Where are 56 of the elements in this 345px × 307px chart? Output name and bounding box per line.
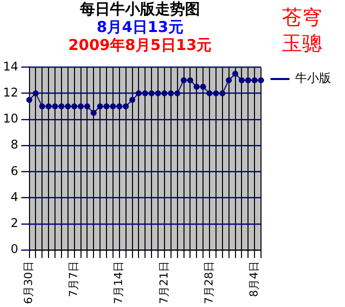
point — [64, 103, 71, 110]
y-tick-label: 4 — [10, 190, 18, 204]
x-tick-label: 7月14日 — [112, 261, 126, 304]
point — [187, 77, 194, 84]
point — [110, 103, 116, 110]
y-tick-label: 12 — [2, 85, 18, 100]
point — [90, 110, 97, 116]
text: 2009年8月5日13元 — [67, 36, 213, 54]
point — [58, 103, 64, 110]
point — [129, 96, 136, 103]
point — [84, 103, 90, 110]
point — [226, 77, 232, 84]
point — [206, 90, 213, 96]
point — [39, 103, 46, 110]
point — [232, 70, 238, 77]
y-tick-label: 10 — [2, 112, 18, 126]
point — [194, 84, 200, 90]
y-tick-label: 2 — [10, 216, 18, 230]
point — [148, 90, 155, 96]
y-tick-label: 8 — [10, 138, 18, 152]
point — [161, 90, 168, 96]
point — [238, 77, 245, 84]
point — [245, 77, 252, 84]
x-tick-label: 8月4日 — [247, 261, 260, 298]
point — [168, 90, 174, 96]
point — [219, 90, 226, 96]
point — [26, 96, 32, 103]
text: 苍穹玉骢 — [282, 4, 323, 56]
point — [122, 103, 129, 110]
point — [252, 77, 258, 84]
point — [71, 103, 78, 110]
point — [46, 103, 52, 110]
point — [180, 77, 187, 84]
point — [174, 90, 180, 96]
point — [136, 90, 142, 96]
point — [142, 90, 148, 96]
point — [155, 90, 162, 96]
point — [200, 84, 206, 90]
point — [52, 103, 58, 110]
point — [78, 103, 84, 110]
point — [97, 103, 104, 110]
point — [212, 90, 219, 96]
point — [116, 103, 122, 110]
chart-title: 每日牛小版走势图 — [79, 0, 201, 18]
point — [258, 77, 264, 84]
x-tick-label: 7月21日 — [157, 261, 170, 304]
point — [104, 103, 110, 110]
x-tick-label: 7月28日 — [202, 261, 216, 304]
x-tick-label: 6月30日 — [22, 261, 36, 304]
point — [32, 90, 39, 96]
y-tick-label: 6 — [10, 164, 18, 178]
chart-subtitle: 8月4日13元 — [96, 18, 184, 36]
y-tick-label: 0 — [10, 242, 18, 256]
x-tick-label: 7月7日 — [67, 261, 80, 298]
legend-label: 牛小版 — [295, 71, 331, 86]
y-tick-label: 14 — [2, 59, 18, 74]
